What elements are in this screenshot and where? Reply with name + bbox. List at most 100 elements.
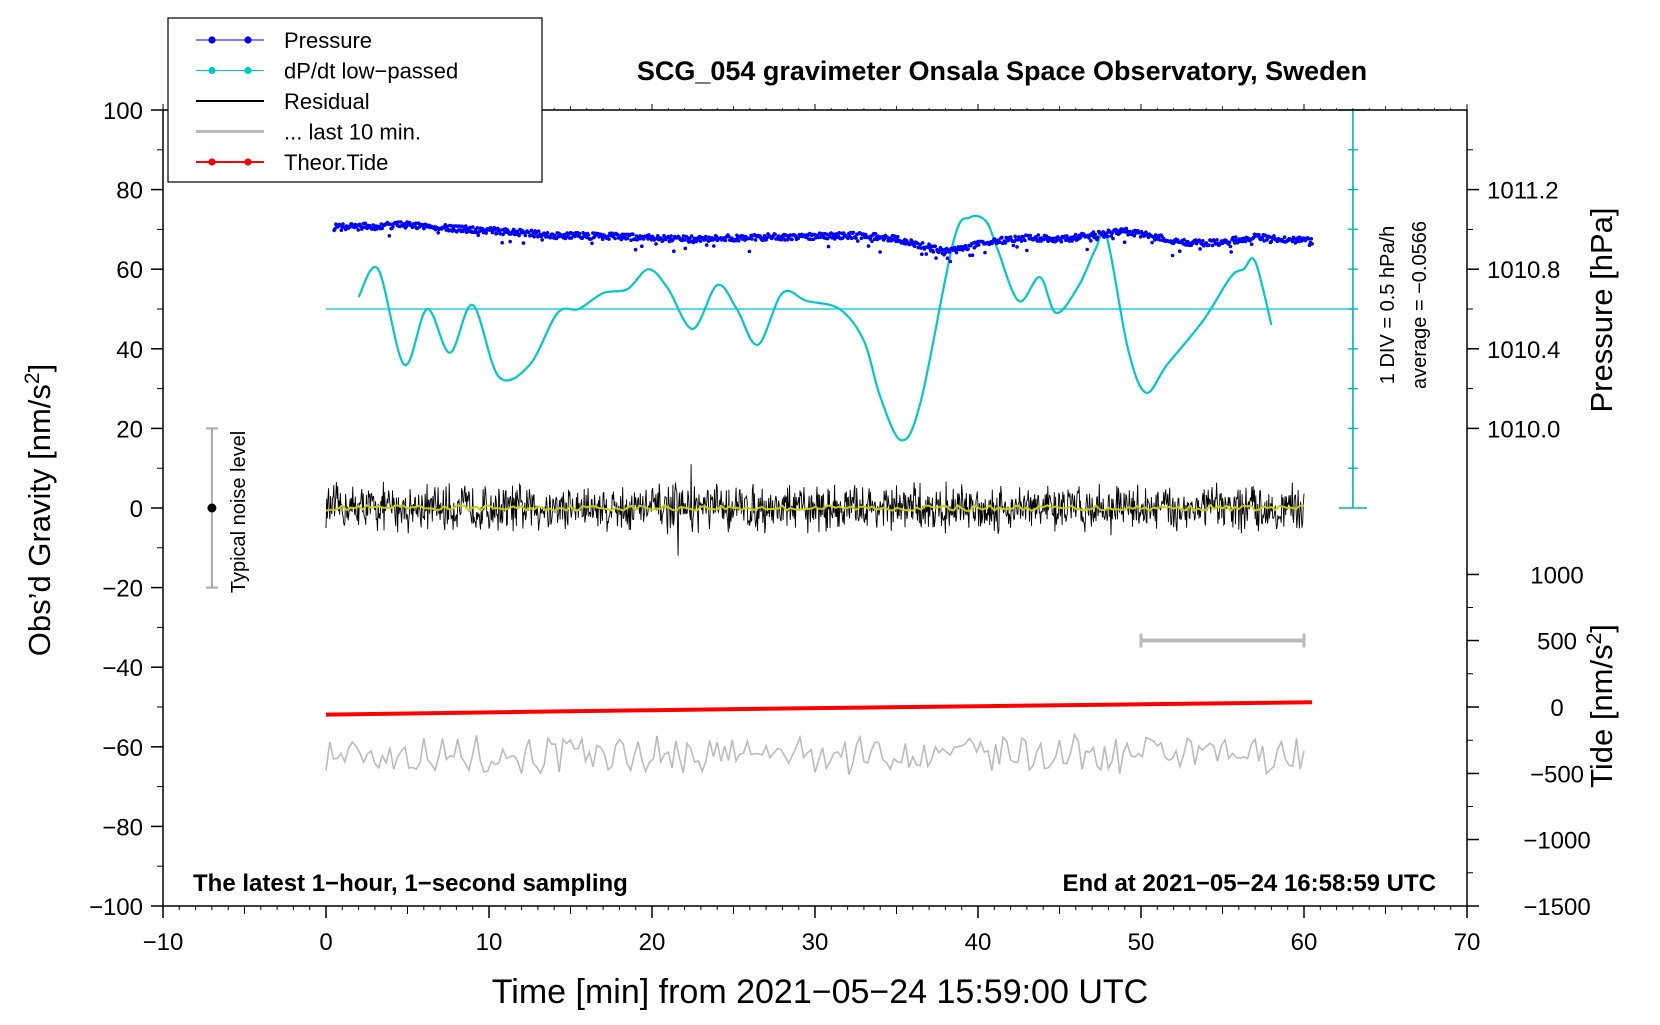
y-tick-label: −100 bbox=[89, 894, 143, 921]
x-tick-label: 10 bbox=[476, 929, 503, 956]
pressure-point bbox=[970, 253, 975, 257]
pressure-point bbox=[508, 239, 512, 244]
pressure-point bbox=[704, 234, 708, 239]
scale-bar-label-div: 1 DIV = 0.5 hPa/h bbox=[1377, 226, 1399, 384]
pressure-point bbox=[682, 238, 687, 242]
pressure-point bbox=[521, 241, 526, 245]
pressure-point bbox=[499, 228, 504, 232]
pressure-point bbox=[629, 238, 633, 242]
y-tick-label: −80 bbox=[102, 814, 143, 841]
pressure-point bbox=[1105, 234, 1110, 239]
pressure-point bbox=[826, 244, 831, 249]
pressure-point bbox=[1008, 235, 1013, 239]
pressure-point bbox=[552, 233, 557, 238]
y-axis-label-gravity-text: Obs’d Gravity [nm/s bbox=[22, 384, 57, 656]
pressure-point bbox=[723, 238, 728, 243]
pressure-point bbox=[1025, 248, 1029, 253]
pressure-point bbox=[449, 224, 454, 228]
series-residual bbox=[325, 464, 1305, 556]
pressure-point bbox=[468, 225, 473, 230]
pressure-point bbox=[1309, 237, 1314, 241]
series-theor-tide bbox=[325, 700, 1313, 717]
legend-marker bbox=[244, 66, 252, 75]
pressure-point bbox=[471, 225, 475, 229]
pressure-point bbox=[1150, 240, 1154, 245]
pressure-point bbox=[1111, 236, 1115, 241]
y-axis-label-gravity-sup: 2 bbox=[21, 372, 44, 384]
tide-tick-label: 500 bbox=[1537, 629, 1577, 656]
x-tick-label: 0 bbox=[319, 929, 332, 956]
legend: Pressure dP/dt low−passed Residual ... last… bbox=[167, 17, 543, 183]
legend-label: dP/dt low−passed bbox=[284, 59, 458, 84]
pressure-point bbox=[1249, 242, 1254, 247]
annotation-sampling: The latest 1−hour, 1−second sampling bbox=[193, 870, 628, 897]
pressure-point bbox=[414, 221, 418, 225]
pressure-point bbox=[873, 232, 878, 236]
pressure-point bbox=[540, 238, 544, 242]
pressure-point bbox=[1292, 236, 1297, 241]
pressure-point bbox=[952, 245, 957, 250]
pressure-point bbox=[477, 230, 481, 234]
pressure-point bbox=[683, 246, 688, 251]
pressure-point bbox=[893, 234, 897, 239]
pressure-point bbox=[1306, 237, 1311, 241]
pressure-point bbox=[388, 222, 393, 226]
pressure-point bbox=[1089, 239, 1093, 243]
pressure-point bbox=[1110, 231, 1114, 236]
y-tick-label: −20 bbox=[102, 576, 143, 603]
pressure-point bbox=[586, 233, 591, 237]
pressure-point bbox=[596, 231, 600, 236]
text-layer: SCG_054 gravimeter Onsala Space Observat… bbox=[21, 56, 1619, 1011]
legend-marker bbox=[244, 158, 252, 166]
tide-tick-label: −1000 bbox=[1523, 828, 1590, 855]
pressure-point bbox=[968, 253, 972, 258]
series-residual-smoothed bbox=[325, 503, 1305, 513]
pressure-point bbox=[1028, 233, 1033, 238]
pressure-point bbox=[1078, 236, 1082, 240]
tide-tick-label: 1000 bbox=[1530, 562, 1583, 589]
pressure-point bbox=[918, 242, 922, 247]
pressure-point bbox=[783, 238, 787, 242]
pressure-point bbox=[747, 249, 752, 254]
tide-tick-label: −1500 bbox=[1523, 894, 1590, 921]
pressure-point bbox=[685, 235, 689, 240]
pressure-point bbox=[544, 235, 548, 239]
pressure-point bbox=[1297, 235, 1302, 240]
pressure-point bbox=[631, 232, 635, 237]
pressure-point bbox=[753, 238, 758, 242]
pressure-point bbox=[927, 242, 931, 246]
pressure-point bbox=[1013, 234, 1017, 239]
pressure-point bbox=[1023, 238, 1027, 243]
pressure-point bbox=[944, 250, 948, 255]
x-tick-label: 20 bbox=[639, 929, 666, 956]
legend-label: ... last 10 min. bbox=[284, 120, 421, 145]
pressure-point bbox=[1070, 239, 1074, 243]
annotation-end-time: End at 2021−05−24 16:58:59 UTC bbox=[1062, 870, 1436, 897]
pressure-point bbox=[591, 231, 595, 235]
pressure-tick-label: 1010.4 bbox=[1487, 337, 1560, 364]
pressure-point bbox=[1065, 234, 1069, 238]
pressure-point bbox=[1019, 239, 1024, 243]
pressure-point bbox=[654, 242, 658, 246]
pressure-point bbox=[983, 250, 987, 255]
series-pressure bbox=[332, 220, 1314, 264]
pressure-point bbox=[736, 238, 741, 243]
pressure-point bbox=[577, 231, 582, 236]
pressure-point bbox=[1036, 233, 1041, 237]
pressure-point bbox=[1158, 238, 1162, 242]
x-tick-label: 70 bbox=[1454, 929, 1481, 956]
pressure-point bbox=[1233, 235, 1238, 239]
pressure-point bbox=[1003, 241, 1008, 245]
pressure-point bbox=[1198, 247, 1202, 251]
pressure-point bbox=[396, 220, 401, 224]
pressure-point bbox=[500, 240, 505, 245]
pressure-point bbox=[363, 221, 368, 226]
pressure-tick-label: 1010.8 bbox=[1487, 257, 1560, 284]
pressure-point bbox=[870, 239, 874, 243]
pressure-point bbox=[1073, 232, 1078, 237]
pressure-point bbox=[734, 238, 738, 243]
pressure-point bbox=[824, 232, 829, 237]
pressure-point bbox=[1044, 234, 1049, 238]
pressure-point bbox=[947, 250, 952, 254]
